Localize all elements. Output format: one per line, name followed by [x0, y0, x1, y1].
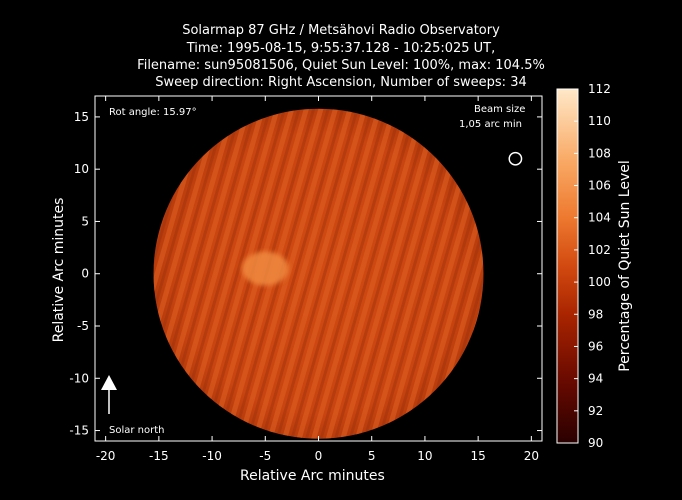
y-tick-label: 15	[74, 110, 89, 124]
x-tick-label: 20	[524, 449, 539, 463]
y-tick-label: 10	[74, 162, 89, 176]
y-tick-label: -5	[77, 319, 89, 333]
y-axis-ticks: -15 -10 -5 0 5 10 15	[69, 110, 542, 438]
title-line-2: Time: 1995-08-15, 9:55:37.128 - 10:25:02…	[186, 41, 496, 56]
beam-size-marker	[508, 151, 523, 166]
x-tick-label: -5	[259, 449, 271, 463]
solar-disk	[153, 108, 484, 439]
title-line-3: Filename: sun95081506, Quiet Sun Level: …	[137, 58, 545, 73]
colorbar-tick-label: 104	[588, 211, 611, 225]
x-axis-ticks: -20 -15 -10 -5 0 5 10 15 20	[96, 96, 539, 463]
colorbar-tick-label: 108	[588, 146, 611, 160]
rot-angle-label: Rot angle: 15.97°	[109, 107, 197, 118]
y-tick-label: 5	[81, 214, 89, 228]
x-tick-label: 15	[471, 449, 486, 463]
colorbar-label: Percentage of Quiet Sun Level	[617, 160, 633, 372]
colorbar-tick-label: 100	[588, 275, 611, 289]
colorbar-tick-label: 96	[588, 339, 603, 353]
colorbar	[556, 88, 579, 444]
bright-region	[241, 251, 289, 286]
beam-size-label: Beam size	[474, 104, 526, 115]
x-axis-label: Relative Arc minutes	[240, 468, 385, 484]
colorbar-ticks: 90 92 94 96 98 100 102 104 106 108 110 112	[574, 82, 611, 450]
y-axis-label: Relative Arc minutes	[51, 197, 67, 343]
y-tick-label: -10	[69, 371, 89, 385]
x-tick-label: 10	[417, 449, 432, 463]
beam-size-value: 1,05 arc min	[459, 119, 522, 130]
colorbar-tick-label: 102	[588, 243, 611, 257]
x-tick-label: 0	[315, 449, 323, 463]
y-tick-label: -15	[69, 424, 89, 438]
title-line-1: Solarmap 87 GHz / Metsähovi Radio Observ…	[182, 23, 500, 38]
colorbar-tick-label: 98	[588, 307, 603, 321]
colorbar-tick-label: 90	[588, 436, 603, 450]
colorbar-tick-label: 110	[588, 114, 611, 128]
x-tick-label: -15	[149, 449, 169, 463]
x-tick-label: 5	[368, 449, 376, 463]
x-tick-label: -20	[96, 449, 116, 463]
x-tick-label: -10	[202, 449, 222, 463]
solar-north-arrow-icon	[101, 375, 117, 414]
solar-north-label: Solar north	[109, 425, 165, 436]
colorbar-tick-label: 112	[588, 82, 611, 96]
y-tick-label: 0	[81, 267, 89, 281]
title-line-4: Sweep direction: Right Ascension, Number…	[155, 75, 527, 90]
colorbar-tick-label: 94	[588, 372, 603, 386]
colorbar-tick-label: 92	[588, 404, 603, 418]
colorbar-tick-label: 106	[588, 179, 611, 193]
